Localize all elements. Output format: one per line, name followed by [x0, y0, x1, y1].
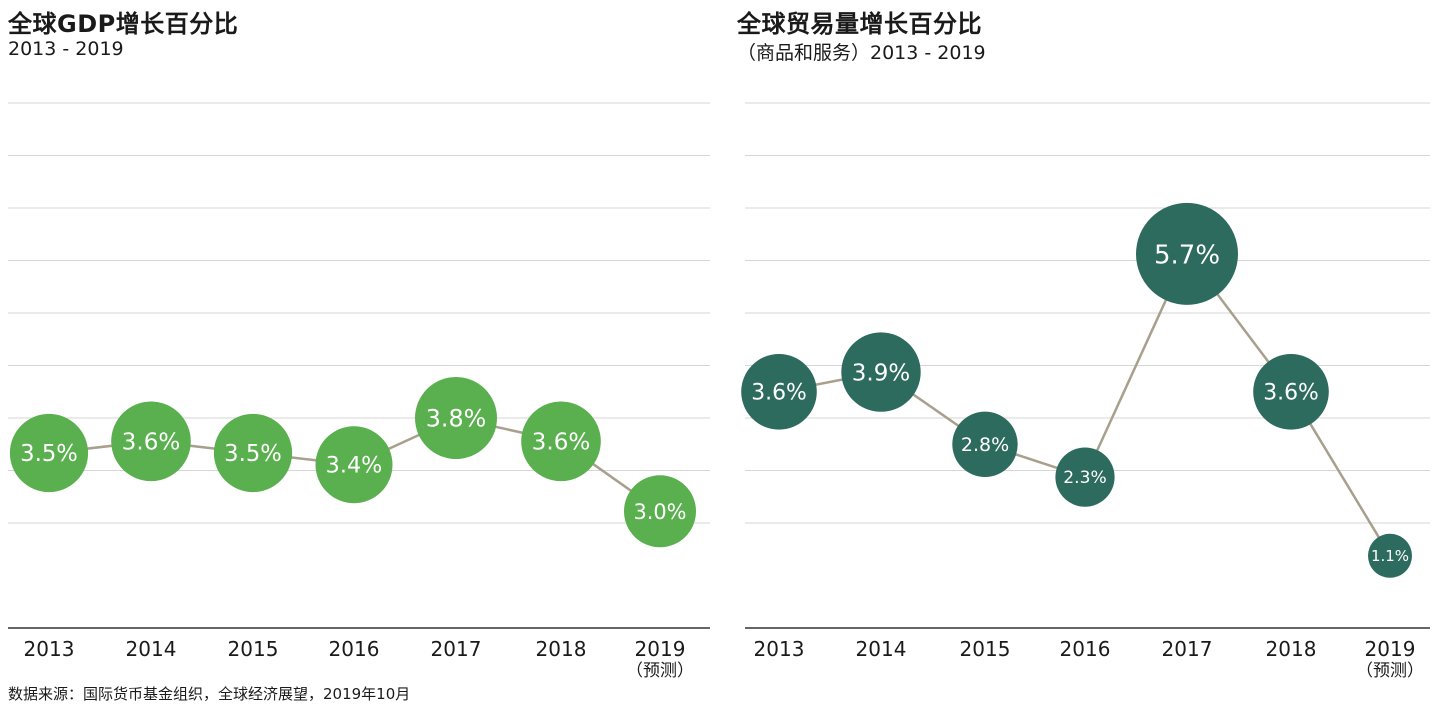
gdp-x-tick-2015: 2015 — [228, 637, 279, 661]
gdp-data-label-2014: 3.6% — [122, 430, 181, 456]
trade-data-label-2013: 3.6% — [751, 381, 807, 406]
gdp-x-tick-2017: 2017 — [431, 637, 482, 661]
trade-x-tick-2013: 2013 — [754, 637, 805, 661]
trade-data-label-2014: 3.9% — [852, 360, 910, 386]
trade-x-tick-2014: 2014 — [856, 637, 907, 661]
trade-data-label-2015: 2.8% — [961, 434, 1009, 456]
gdp-bubble-2017 — [415, 377, 497, 459]
chart-title-trade: 全球贸易量增长百分比 — [737, 10, 982, 38]
gdp-data-label-2015: 3.5% — [224, 441, 282, 467]
trade-data-label-2017: 5.7% — [1154, 240, 1220, 270]
trade-x-tick-2019: 2019 — [1365, 637, 1416, 661]
trade-x-tick-2017: 2017 — [1162, 637, 1213, 661]
gdp-bubble-2015 — [213, 413, 293, 493]
chart-title-gdp: 全球GDP增长百分比 — [8, 10, 239, 38]
gdp-bubble-2019 — [624, 475, 696, 548]
trade-bubble-2018 — [1253, 354, 1329, 430]
gdp-data-label-2016: 3.4% — [326, 453, 383, 479]
gdp-data-label-2018: 3.6% — [532, 430, 591, 456]
trade-x-tick-2016: 2016 — [1060, 637, 1111, 661]
chart-subtitle-trade: （商品和服务）2013 - 2019 — [737, 42, 986, 64]
trade-x-tick-2018: 2018 — [1266, 637, 1317, 661]
gdp-x-tick-note-2019: （预测） — [626, 661, 694, 681]
gdp-bubble-2016 — [315, 426, 393, 504]
gdp-data-label-2013: 3.5% — [20, 441, 78, 467]
data-source-note: 数据来源：国际货币基金组织，全球经济展望，2019年10月 — [8, 685, 411, 703]
gdp-x-tick-2018: 2018 — [536, 637, 587, 661]
chart-subtitle-gdp: 2013 - 2019 — [8, 38, 124, 60]
gdp-data-label-2019: 3.0% — [633, 500, 686, 524]
trade-bubble-2013 — [741, 354, 817, 430]
trade-x-tick-note-2019: （预测） — [1356, 661, 1424, 681]
gdp-x-tick-2014: 2014 — [126, 637, 177, 661]
gdp-data-label-2017: 3.8% — [426, 405, 486, 433]
gdp-bubble-2018 — [521, 401, 601, 482]
trade-x-tick-2015: 2015 — [960, 637, 1011, 661]
trade-bubble-2014 — [841, 332, 921, 412]
trade-data-label-2019: 1.1% — [1371, 547, 1409, 565]
trade-data-label-2016: 2.3% — [1063, 468, 1106, 488]
gdp-x-tick-2013: 2013 — [24, 637, 75, 661]
gdp-x-tick-2016: 2016 — [329, 637, 380, 661]
gdp-bubble-2014 — [111, 401, 191, 482]
trade-bubble-2019 — [1368, 533, 1412, 578]
trade-bubble-2015 — [952, 411, 1018, 477]
trade-bubble-2017 — [1136, 202, 1238, 305]
gdp-x-tick-2019: 2019 — [635, 637, 686, 661]
trade-data-label-2018: 3.6% — [1263, 381, 1319, 406]
trade-bubble-2016 — [1055, 447, 1115, 507]
gdp-bubble-2013 — [9, 413, 89, 493]
